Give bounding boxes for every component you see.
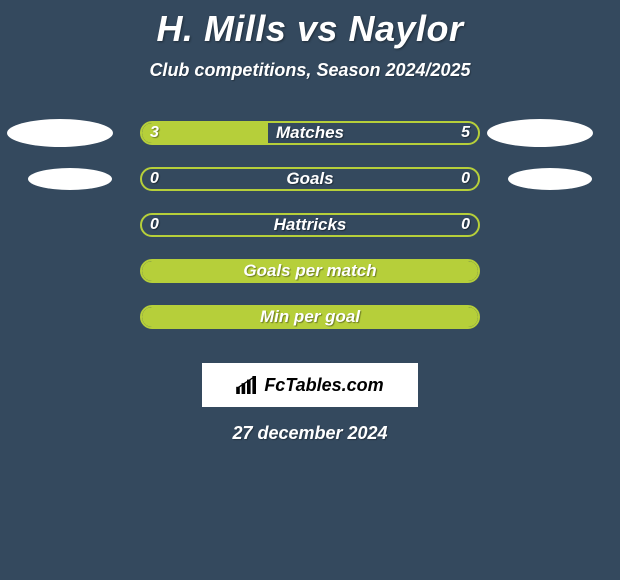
stat-bar: 35Matches <box>140 121 480 145</box>
comparison-infographic: H. Mills vs Naylor Club competitions, Se… <box>0 8 620 580</box>
bar-chart-icon <box>236 376 258 394</box>
page-title: H. Mills vs Naylor <box>0 8 620 50</box>
stat-bar: 00Goals <box>140 167 480 191</box>
page-subtitle: Club competitions, Season 2024/2025 <box>0 60 620 81</box>
stat-bar: Min per goal <box>140 305 480 329</box>
stat-label: Matches <box>142 123 478 143</box>
stat-rows: 35Matches 00Goals 00Hattricks Goals per mat… <box>0 121 620 351</box>
stat-row: Goals per match <box>0 259 620 305</box>
player-ellipse-right <box>487 119 593 147</box>
stat-label: Hattricks <box>142 215 478 235</box>
stat-row: 00Goals <box>0 167 620 213</box>
stat-row: 00Hattricks <box>0 213 620 259</box>
stat-bar: Goals per match <box>140 259 480 283</box>
date-text: 27 december 2024 <box>0 423 620 444</box>
stat-row: Min per goal <box>0 305 620 351</box>
player-ellipse-left <box>7 119 113 147</box>
stat-label: Goals per match <box>142 261 478 281</box>
stat-label: Min per goal <box>142 307 478 327</box>
logo-text: FcTables.com <box>264 375 383 396</box>
logo-box: FcTables.com <box>202 363 418 407</box>
stat-row: 35Matches <box>0 121 620 167</box>
logo: FcTables.com <box>236 375 383 396</box>
stat-bar: 00Hattricks <box>140 213 480 237</box>
stat-label: Goals <box>142 169 478 189</box>
player-ellipse-right <box>508 168 592 190</box>
player-ellipse-left <box>28 168 112 190</box>
